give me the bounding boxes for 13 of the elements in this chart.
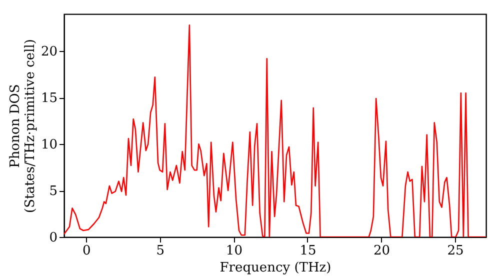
x-tick-label: 25 [447,244,464,258]
y-tick-label: 20 [40,44,58,60]
x-tick-label: 15 [300,244,316,258]
y-tick-label: 5 [49,184,58,200]
y-tick-label: 0 [49,230,58,246]
x-tick-label: 0 [82,244,91,258]
y-tick-label: 15 [40,91,58,106]
y-axis-title: Phonon DOS (States/THz·primitive cell) [8,38,38,214]
x-tick-label: 10 [226,244,242,258]
x-tick-label: 5 [156,244,165,258]
x-axis-title: Frequency (THz) [220,260,332,276]
x-tick-label: 20 [373,244,390,258]
y-tick-label: 10 [40,138,58,153]
